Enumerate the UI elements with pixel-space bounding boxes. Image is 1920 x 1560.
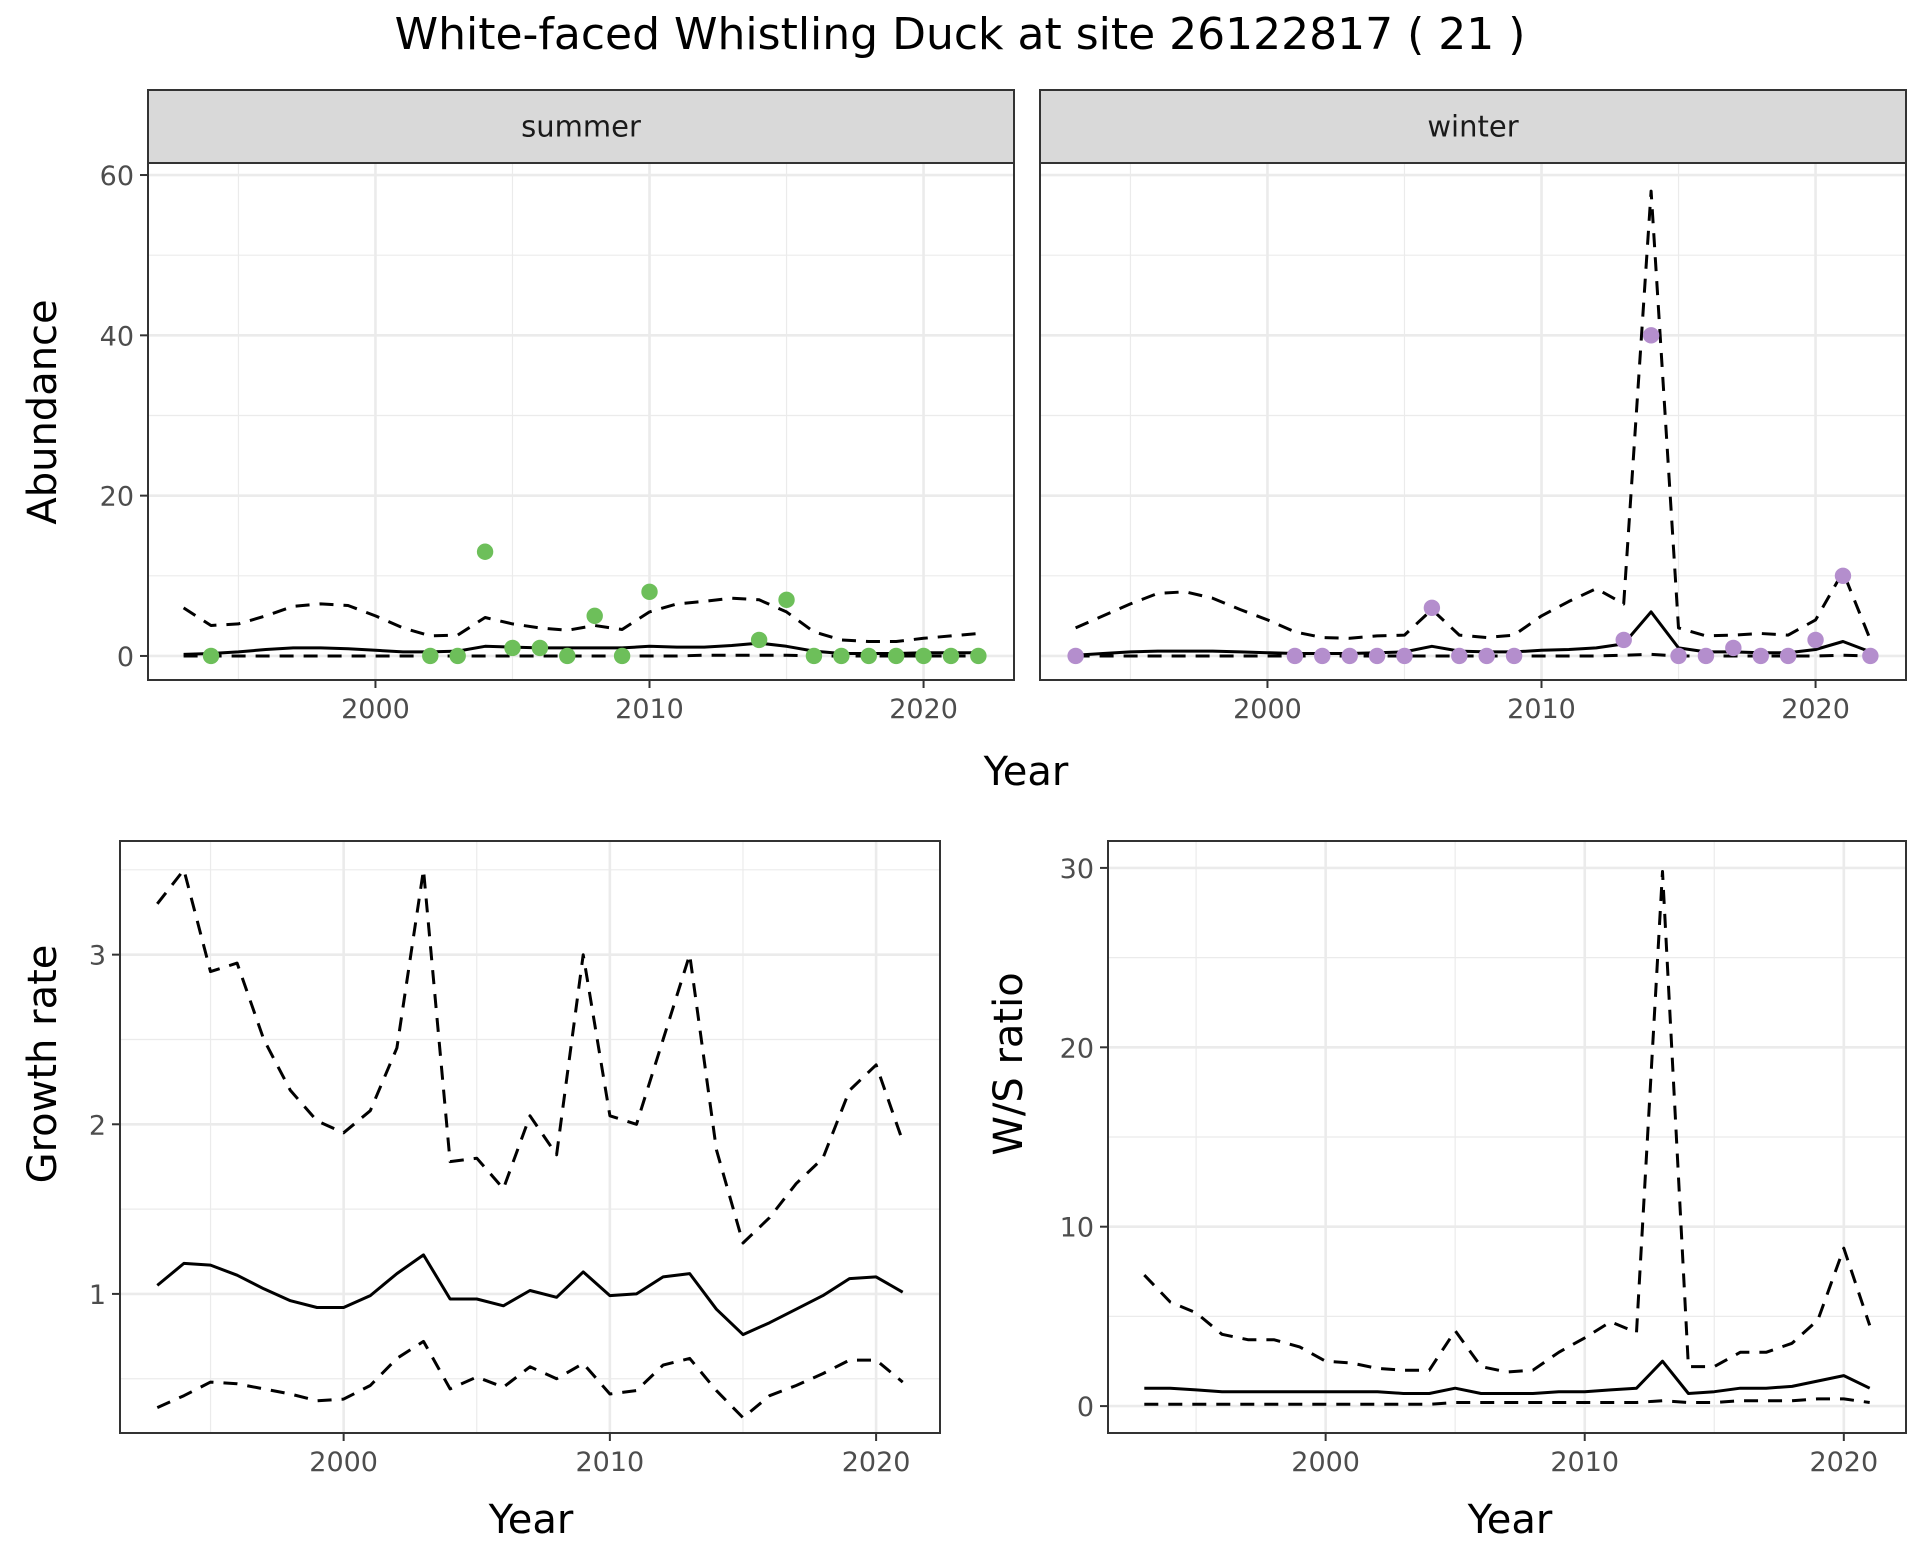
- summer-data-point: [942, 647, 960, 665]
- summer-data-point: [504, 639, 521, 657]
- ratio-y-axis-label: W/S ratio: [986, 972, 1032, 1155]
- ratio-x-tick-label: 2010: [1550, 1447, 1619, 1478]
- winter-x-tick-label: 2000: [1233, 694, 1302, 725]
- growth-lower-line: [156, 1339, 904, 1420]
- summer-data-point: [750, 631, 768, 649]
- winter-data-point: [1368, 647, 1386, 665]
- winter-data-point: [1615, 631, 1632, 649]
- summer-y-tick-label: 0: [117, 642, 134, 673]
- winter-data-point: [1697, 647, 1715, 665]
- winter-data-point: [1314, 647, 1331, 665]
- ratio-x-tick-label: 2020: [1809, 1447, 1878, 1478]
- summer-x-tick-label: 2020: [889, 694, 958, 725]
- summer-data-point: [833, 647, 850, 665]
- summer-data-point: [970, 647, 987, 665]
- growth-grid: [120, 841, 940, 1433]
- chart-title: White-faced Whistling Duck at site 26122…: [395, 9, 1526, 60]
- winter-data-point: [1779, 647, 1797, 665]
- winter-data-point: [1642, 327, 1660, 344]
- summer-data-point: [860, 647, 877, 665]
- ratio-y-tick-label: 10: [1060, 1213, 1094, 1244]
- growth-plot-area: [120, 841, 940, 1433]
- ratio-x-tick-label: 2000: [1291, 1447, 1360, 1478]
- summer-data-point: [531, 639, 549, 657]
- winter-data-point: [1670, 647, 1687, 665]
- growth-y-tick-label: 2: [89, 1110, 106, 1141]
- summer-x-tick-label: 2010: [615, 694, 684, 725]
- winter-upper-line: [1074, 189, 1872, 641]
- ratio-mean-line: [1144, 1359, 1871, 1395]
- winter-panel: winter 2000 2010 2020: [1039, 89, 1907, 725]
- summer-strip: [147, 89, 1015, 164]
- summer-data-point: [476, 543, 494, 560]
- summer-plot-area: [148, 163, 1014, 680]
- summer-strip-label: summer: [521, 110, 641, 144]
- summer-data-point: [778, 591, 795, 609]
- growth-upper-line: [156, 868, 905, 1245]
- ratio-y-tick-label: 30: [1060, 854, 1094, 885]
- winter-data-point: [1396, 647, 1413, 665]
- summer-panel: summer 2000 2010 2020 0 20 40 60: [100, 89, 1015, 725]
- ratio-lower-line: [1144, 1397, 1870, 1406]
- winter-data-point: [1725, 639, 1742, 657]
- ratio-y-tick-label: 0: [1077, 1392, 1094, 1423]
- ratio-panel: 2000 2010 2020 0 10 20 30: [1060, 840, 1907, 1478]
- growth-y-tick-label: 3: [89, 941, 106, 972]
- growth-mean-line: [156, 1253, 904, 1337]
- summer-data-point: [449, 647, 466, 665]
- winter-lower-line: [1075, 652, 1871, 658]
- winter-data-point: [1067, 647, 1084, 665]
- summer-data-point: [641, 583, 658, 601]
- ratio-x-axis-label: Year: [1467, 1497, 1553, 1543]
- winter-plot-area: [1040, 163, 1906, 680]
- summer-x-tick-label: 2000: [341, 694, 410, 725]
- winter-x-tick-label: 2010: [1507, 694, 1576, 725]
- summer-data-point: [586, 607, 603, 625]
- growth-x-tick-label: 2020: [842, 1447, 911, 1478]
- summer-lower-line: [183, 653, 979, 658]
- winter-points: [1067, 327, 1879, 665]
- winter-strip-label: winter: [1427, 110, 1518, 144]
- summer-upper-line: [182, 596, 979, 643]
- summer-data-point: [202, 647, 220, 665]
- ratio-grid: [1108, 841, 1906, 1433]
- summer-data-point: [613, 647, 631, 665]
- ratio-upper-line: [1143, 870, 1872, 1374]
- winter-data-point: [1451, 647, 1468, 665]
- growth-x-tick-label: 2010: [576, 1447, 645, 1478]
- top-x-axis-label: Year: [983, 749, 1069, 795]
- growth-panel-border: [119, 840, 941, 1434]
- growth-x-tick-label: 2000: [309, 1447, 378, 1478]
- growth-y-axis-label: Growth rate: [20, 945, 66, 1184]
- summer-data-point: [422, 647, 439, 665]
- ratio-panel-border: [1107, 840, 1907, 1434]
- summer-y-tick-label: 40: [100, 321, 134, 352]
- winter-data-point: [1505, 647, 1523, 665]
- growth-y-tick-label: 1: [89, 1280, 106, 1311]
- growth-x-axis-label: Year: [488, 1497, 574, 1543]
- winter-data-point: [1834, 567, 1852, 584]
- winter-data-point: [1862, 647, 1879, 665]
- winter-data-point: [1341, 647, 1358, 665]
- summer-y-tick-label: 20: [100, 482, 134, 513]
- winter-x-tick-label: 2020: [1781, 694, 1850, 725]
- growth-panel: 2000 2010 2020 1 2 3: [89, 840, 941, 1478]
- top-y-axis-label: Abundance: [20, 299, 66, 524]
- summer-y-tick-label: 60: [100, 161, 134, 192]
- winter-data-point: [1286, 647, 1304, 665]
- winter-data-point: [1423, 599, 1441, 617]
- summer-data-point: [915, 647, 932, 665]
- winter-data-point: [1478, 647, 1495, 665]
- winter-data-point: [1752, 647, 1769, 665]
- summer-data-point: [559, 647, 576, 665]
- summer-data-point: [805, 647, 823, 665]
- summer-points: [202, 543, 987, 665]
- winter-strip: [1039, 89, 1907, 164]
- ratio-y-tick-label: 20: [1060, 1033, 1094, 1064]
- winter-data-point: [1807, 631, 1824, 649]
- summer-data-point: [887, 647, 905, 665]
